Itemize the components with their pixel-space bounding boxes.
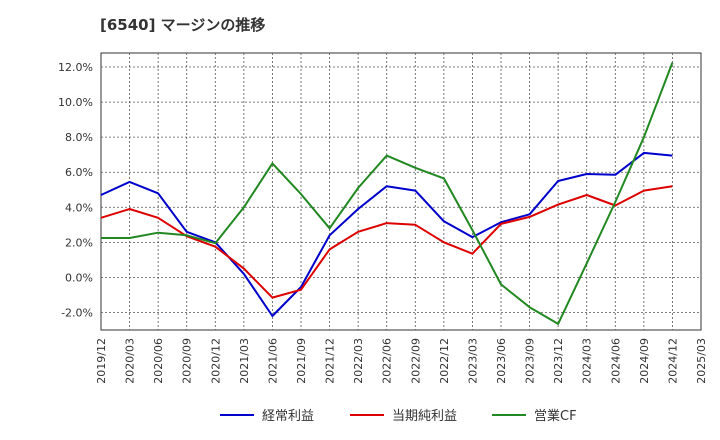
y-tick-label: 12.0% xyxy=(58,61,93,74)
x-tick-label: 2024/12 xyxy=(666,338,679,384)
x-tick-label: 2020/06 xyxy=(152,338,165,384)
x-tick-label: 2024/09 xyxy=(638,338,651,384)
grid-layer xyxy=(100,52,702,331)
x-tick-label: 2023/09 xyxy=(524,338,537,384)
x-tick-label: 2020/09 xyxy=(181,338,194,384)
y-tick-label: 4.0% xyxy=(65,201,93,214)
legend-label: 当期純利益 xyxy=(392,409,457,424)
x-tick-label: 2023/03 xyxy=(466,338,479,384)
x-tick-label: 2022/03 xyxy=(352,338,365,384)
x-tick-label: 2022/12 xyxy=(438,338,451,384)
plot-area xyxy=(100,52,702,331)
x-tick-label: 2021/06 xyxy=(266,338,279,384)
y-tick-label: 10.0% xyxy=(58,96,93,109)
series-line-0 xyxy=(100,151,673,317)
series-layer xyxy=(100,62,674,325)
x-tick-label: 2025/03 xyxy=(695,338,708,384)
x-tick-label: 2021/09 xyxy=(295,338,308,384)
legend-label: 営業CF xyxy=(534,408,577,424)
x-tick-label: 2020/12 xyxy=(209,338,222,384)
legend-label: 経常利益 xyxy=(262,409,314,424)
x-tick-label: 2023/12 xyxy=(552,338,565,384)
x-tick-label: 2021/12 xyxy=(324,338,337,384)
axis-layer: -2.0% 0.0% 2.0% 4.0% 6.0% 8.0% 10.0% 12.0% 2019/… xyxy=(58,61,708,384)
x-tick-label: 2024/03 xyxy=(581,338,594,384)
y-tick-label: -2.0% xyxy=(61,306,93,319)
series-line-1 xyxy=(100,185,673,299)
x-tick-label: 2020/03 xyxy=(124,338,137,384)
y-tick-label: 8.0% xyxy=(65,131,93,144)
x-tick-label: 2019/12 xyxy=(95,338,108,384)
y-tick-label: 6.0% xyxy=(65,166,93,179)
y-tick-label: 2.0% xyxy=(65,236,93,249)
series-line-2 xyxy=(101,62,674,325)
x-tick-label: 2021/03 xyxy=(238,338,251,384)
x-tick-label: 2022/06 xyxy=(381,338,394,384)
x-tick-label: 2023/06 xyxy=(495,338,508,384)
chart-title: [6540] マージンの推移 xyxy=(100,16,266,34)
x-tick-label: 2022/09 xyxy=(409,338,422,384)
legend: 経常利益 当期純利益 営業CF xyxy=(220,408,577,424)
y-tick-label: 0.0% xyxy=(65,271,93,284)
x-tick-label: 2024/06 xyxy=(609,338,622,384)
